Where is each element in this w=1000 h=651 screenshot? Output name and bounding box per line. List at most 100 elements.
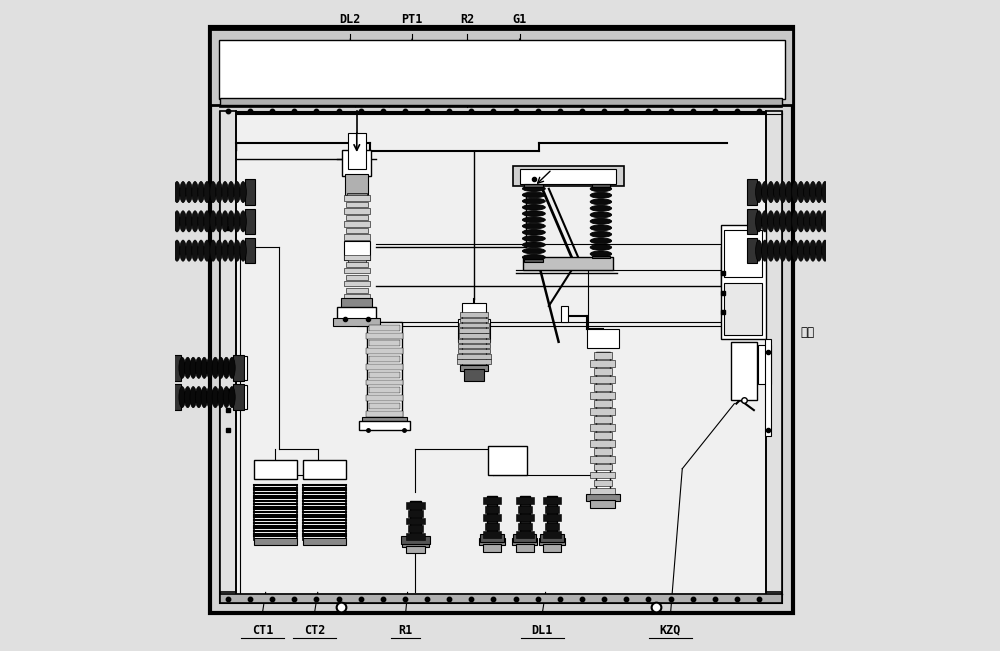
Ellipse shape (774, 182, 780, 202)
Ellipse shape (828, 211, 834, 232)
Ellipse shape (810, 182, 816, 202)
Ellipse shape (804, 211, 810, 232)
Bar (594, 384, 612, 391)
Bar (346, 202, 368, 207)
Bar (366, 395, 403, 401)
Bar (590, 360, 615, 367)
Bar (524, 259, 543, 262)
Ellipse shape (822, 240, 828, 261)
Bar (594, 400, 612, 407)
Ellipse shape (240, 182, 246, 202)
Bar (362, 417, 407, 423)
Bar (159, 179, 169, 204)
Bar (344, 294, 370, 299)
Bar (483, 544, 501, 552)
Ellipse shape (780, 240, 786, 261)
Ellipse shape (174, 211, 180, 232)
Ellipse shape (756, 211, 762, 232)
Bar (366, 364, 403, 370)
Bar (170, 355, 181, 380)
Bar (487, 497, 497, 539)
Ellipse shape (768, 240, 774, 261)
Ellipse shape (522, 230, 545, 235)
Ellipse shape (229, 357, 235, 378)
Ellipse shape (828, 240, 834, 261)
Bar (457, 359, 491, 364)
Bar (408, 525, 423, 532)
Bar (347, 193, 367, 200)
Bar (516, 544, 534, 552)
Bar (410, 501, 421, 540)
Bar (518, 506, 532, 513)
Bar (344, 255, 370, 260)
Ellipse shape (184, 357, 191, 378)
Bar (369, 325, 400, 331)
Ellipse shape (590, 206, 612, 211)
Bar (337, 307, 376, 319)
Ellipse shape (522, 192, 545, 198)
Ellipse shape (234, 182, 240, 202)
Bar (402, 540, 429, 547)
Ellipse shape (522, 236, 545, 242)
Bar (344, 268, 370, 273)
Ellipse shape (522, 217, 545, 223)
Bar (367, 322, 402, 420)
Ellipse shape (786, 240, 792, 261)
Ellipse shape (223, 357, 230, 378)
Bar (406, 546, 425, 553)
Bar (590, 376, 615, 383)
Bar (485, 523, 499, 530)
Ellipse shape (590, 225, 612, 231)
Ellipse shape (590, 199, 612, 205)
Bar (480, 534, 504, 542)
Bar (348, 258, 366, 265)
Ellipse shape (798, 211, 804, 232)
Bar (406, 502, 425, 508)
Ellipse shape (201, 387, 208, 408)
Ellipse shape (186, 240, 192, 261)
Bar (543, 531, 561, 538)
Bar (344, 281, 370, 286)
Bar (254, 538, 297, 545)
Bar (590, 424, 615, 431)
Ellipse shape (756, 182, 762, 202)
Ellipse shape (207, 357, 213, 378)
Text: DL2: DL2 (340, 13, 361, 26)
Ellipse shape (204, 182, 210, 202)
Ellipse shape (756, 240, 762, 261)
Bar (344, 208, 370, 214)
Bar (245, 238, 255, 263)
Bar (458, 349, 490, 353)
Bar (159, 238, 169, 263)
Text: PT1: PT1 (401, 13, 423, 26)
Ellipse shape (522, 186, 545, 191)
Bar (590, 456, 615, 462)
Ellipse shape (798, 240, 804, 261)
Bar (233, 384, 244, 410)
Bar (345, 174, 368, 195)
Bar (346, 228, 368, 233)
Bar (210, 29, 793, 105)
Ellipse shape (195, 387, 202, 408)
Ellipse shape (774, 211, 780, 232)
Bar (303, 538, 346, 545)
Ellipse shape (198, 211, 204, 232)
Ellipse shape (768, 211, 774, 232)
Bar (590, 472, 615, 478)
Bar (747, 238, 757, 263)
Ellipse shape (590, 212, 612, 217)
Ellipse shape (229, 387, 235, 408)
Bar (586, 494, 620, 501)
Bar (747, 179, 757, 204)
Bar (721, 225, 766, 339)
Bar (590, 488, 615, 494)
Bar (543, 497, 561, 505)
Bar (457, 354, 491, 359)
Bar (724, 230, 762, 277)
Bar (833, 179, 843, 204)
Bar (369, 356, 400, 362)
Ellipse shape (195, 357, 202, 378)
Bar (333, 318, 380, 326)
Text: DL1: DL1 (532, 624, 553, 637)
Text: KZQ: KZQ (660, 624, 681, 637)
